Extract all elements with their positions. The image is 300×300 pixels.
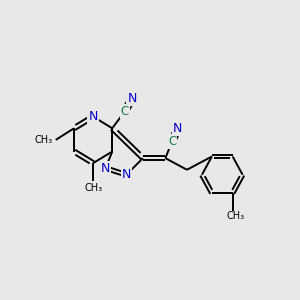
- Text: CH₃: CH₃: [227, 211, 245, 221]
- Text: N: N: [128, 92, 137, 105]
- Text: N: N: [101, 162, 110, 175]
- Text: C: C: [121, 105, 129, 118]
- Text: N: N: [173, 122, 182, 135]
- Text: N: N: [88, 110, 98, 123]
- Text: N: N: [122, 168, 131, 181]
- Text: CH₃: CH₃: [34, 135, 52, 145]
- Text: C: C: [168, 135, 176, 148]
- Text: CH₃: CH₃: [84, 183, 102, 193]
